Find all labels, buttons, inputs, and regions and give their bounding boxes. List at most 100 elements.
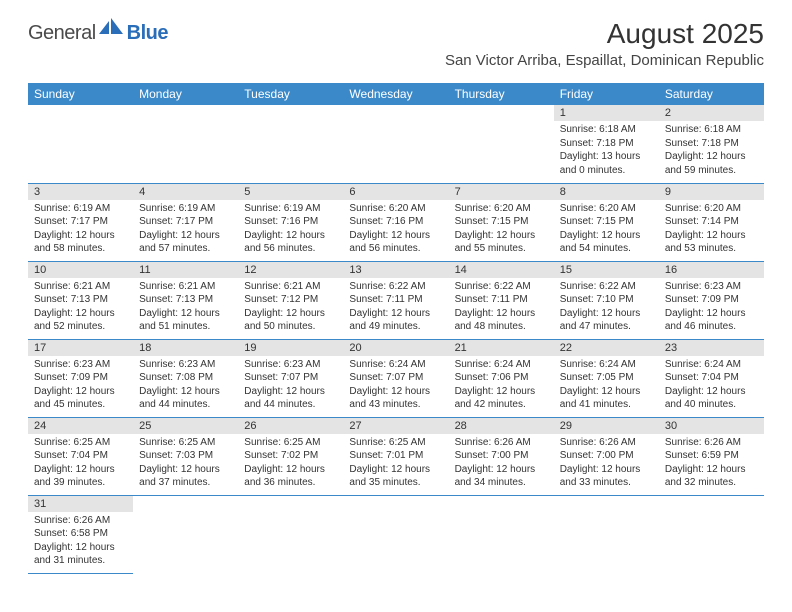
day-header: Sunday [28,83,133,105]
location-subtitle: San Victor Arriba, Espaillat, Dominican … [445,52,764,69]
day-number: 15 [554,262,659,278]
day-sunset: Sunset: 7:13 PM [139,293,232,307]
calendar-cell: 9Sunrise: 6:20 AMSunset: 7:14 PMDaylight… [659,183,764,261]
calendar-cell: 30Sunrise: 6:26 AMSunset: 6:59 PMDayligh… [659,417,764,495]
day-day1: Daylight: 12 hours [560,463,653,477]
day-details: Sunrise: 6:26 AMSunset: 6:58 PMDaylight:… [28,512,133,572]
day-details: Sunrise: 6:23 AMSunset: 7:08 PMDaylight:… [133,356,238,416]
calendar-cell: 27Sunrise: 6:25 AMSunset: 7:01 PMDayligh… [343,417,448,495]
day-number: 12 [238,262,343,278]
logo: General Blue [28,18,168,49]
day-sunrise: Sunrise: 6:21 AM [34,280,127,294]
day-details: Sunrise: 6:22 AMSunset: 7:11 PMDaylight:… [449,278,554,338]
day-sunrise: Sunrise: 6:24 AM [349,358,442,372]
day-sunrise: Sunrise: 6:22 AM [455,280,548,294]
day-day2: and 42 minutes. [455,398,548,412]
day-number: 3 [28,184,133,200]
day-sunrise: Sunrise: 6:19 AM [139,202,232,216]
day-day1: Daylight: 12 hours [560,307,653,321]
day-details: Sunrise: 6:20 AMSunset: 7:15 PMDaylight:… [449,200,554,260]
day-sunrise: Sunrise: 6:18 AM [560,123,653,137]
day-day1: Daylight: 12 hours [665,463,758,477]
day-day2: and 43 minutes. [349,398,442,412]
page-title: August 2025 [445,18,764,50]
day-day1: Daylight: 12 hours [139,463,232,477]
day-details: Sunrise: 6:23 AMSunset: 7:07 PMDaylight:… [238,356,343,416]
calendar-week-row: 3Sunrise: 6:19 AMSunset: 7:17 PMDaylight… [28,183,764,261]
day-details: Sunrise: 6:26 AMSunset: 7:00 PMDaylight:… [449,434,554,494]
day-day1: Daylight: 12 hours [244,307,337,321]
day-day2: and 0 minutes. [560,164,653,178]
calendar-cell: 13Sunrise: 6:22 AMSunset: 7:11 PMDayligh… [343,261,448,339]
day-sunrise: Sunrise: 6:22 AM [560,280,653,294]
day-number: 24 [28,418,133,434]
day-number: 20 [343,340,448,356]
calendar-cell: 7Sunrise: 6:20 AMSunset: 7:15 PMDaylight… [449,183,554,261]
day-header: Monday [133,83,238,105]
day-number: 8 [554,184,659,200]
day-details: Sunrise: 6:22 AMSunset: 7:10 PMDaylight:… [554,278,659,338]
calendar-cell: 29Sunrise: 6:26 AMSunset: 7:00 PMDayligh… [554,417,659,495]
calendar-cell: 18Sunrise: 6:23 AMSunset: 7:08 PMDayligh… [133,339,238,417]
day-day1: Daylight: 12 hours [244,385,337,399]
day-details: Sunrise: 6:25 AMSunset: 7:03 PMDaylight:… [133,434,238,494]
calendar-week-row: 24Sunrise: 6:25 AMSunset: 7:04 PMDayligh… [28,417,764,495]
day-day2: and 56 minutes. [349,242,442,256]
day-header: Tuesday [238,83,343,105]
day-sunset: Sunset: 7:15 PM [455,215,548,229]
day-header-row: Sunday Monday Tuesday Wednesday Thursday… [28,83,764,105]
day-sunrise: Sunrise: 6:19 AM [34,202,127,216]
logo-sails-icon [99,18,125,39]
day-header: Wednesday [343,83,448,105]
day-details: Sunrise: 6:24 AMSunset: 7:07 PMDaylight:… [343,356,448,416]
day-sunset: Sunset: 7:11 PM [455,293,548,307]
day-sunrise: Sunrise: 6:26 AM [560,436,653,450]
calendar-week-row: 10 Sunrise: 6:21 AM Sunset: 7:13 PM Dayligh… [28,261,764,339]
day-day2: and 34 minutes. [455,476,548,490]
day-details: Sunrise: 6:20 AMSunset: 7:14 PMDaylight:… [659,200,764,260]
day-number: 10 [28,262,133,278]
day-day1: Daylight: 12 hours [34,385,127,399]
day-sunrise: Sunrise: 6:26 AM [34,514,127,528]
day-day1: Daylight: 12 hours [455,385,548,399]
day-day2: and 44 minutes. [244,398,337,412]
day-sunset: Sunset: 7:00 PM [455,449,548,463]
day-day2: and 33 minutes. [560,476,653,490]
calendar-cell [238,105,343,183]
day-details: Sunrise: 6:19 AMSunset: 7:17 PMDaylight:… [133,200,238,260]
calendar-cell: 17Sunrise: 6:23 AMSunset: 7:09 PMDayligh… [28,339,133,417]
day-number: 30 [659,418,764,434]
day-day1: Daylight: 12 hours [455,307,548,321]
day-sunrise: Sunrise: 6:23 AM [244,358,337,372]
day-sunset: Sunset: 7:16 PM [349,215,442,229]
day-sunset: Sunset: 7:18 PM [665,137,758,151]
day-day1: Daylight: 12 hours [560,385,653,399]
day-day1: Daylight: 12 hours [34,307,127,321]
day-sunrise: Sunrise: 6:26 AM [665,436,758,450]
day-sunrise: Sunrise: 6:20 AM [349,202,442,216]
day-sunset: Sunset: 7:12 PM [244,293,337,307]
calendar-cell: 20Sunrise: 6:24 AMSunset: 7:07 PMDayligh… [343,339,448,417]
calendar-table: Sunday Monday Tuesday Wednesday Thursday… [28,83,764,574]
day-day2: and 56 minutes. [244,242,337,256]
day-day1: Daylight: 12 hours [665,150,758,164]
calendar-cell [554,495,659,573]
day-sunset: Sunset: 7:08 PM [139,371,232,385]
day-number: 22 [554,340,659,356]
day-day1: Daylight: 12 hours [665,307,758,321]
day-day1: Daylight: 12 hours [349,463,442,477]
day-number: 28 [449,418,554,434]
day-sunrise: Sunrise: 6:23 AM [665,280,758,294]
day-day2: and 54 minutes. [560,242,653,256]
day-day1: Daylight: 12 hours [139,229,232,243]
day-number: 6 [343,184,448,200]
calendar-cell [28,105,133,183]
calendar-cell: 8Sunrise: 6:20 AMSunset: 7:15 PMDaylight… [554,183,659,261]
day-day1: Daylight: 12 hours [244,463,337,477]
day-details: Sunrise: 6:20 AMSunset: 7:15 PMDaylight:… [554,200,659,260]
day-sunset: Sunset: 7:16 PM [244,215,337,229]
day-day2: and 40 minutes. [665,398,758,412]
day-number: 27 [343,418,448,434]
calendar-week-row: 1Sunrise: 6:18 AMSunset: 7:18 PMDaylight… [28,105,764,183]
day-sunset: Sunset: 7:07 PM [349,371,442,385]
